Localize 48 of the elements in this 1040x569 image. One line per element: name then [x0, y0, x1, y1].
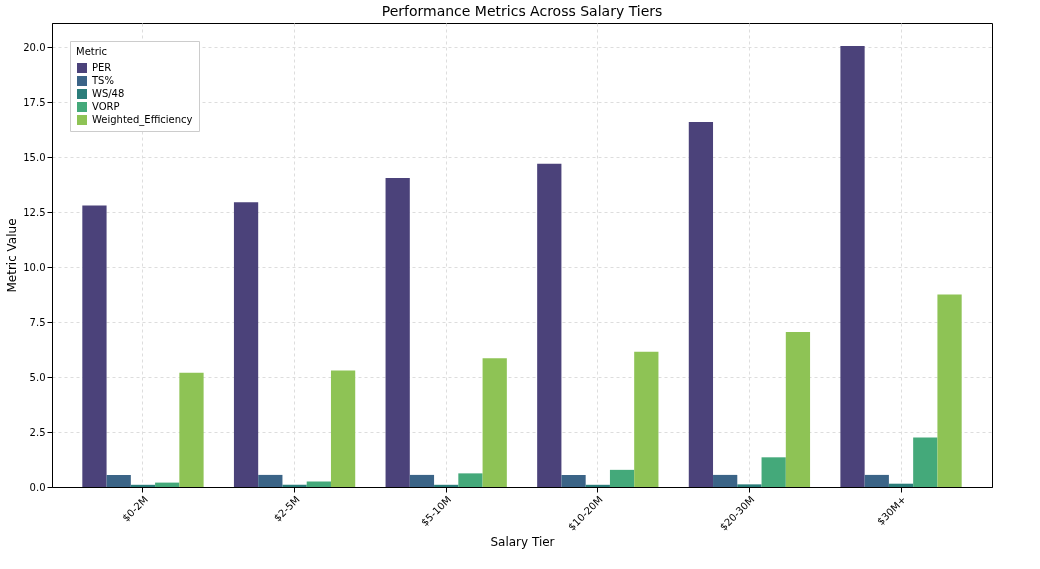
y-tick-label: 20.0	[23, 41, 46, 53]
bar	[385, 178, 410, 487]
y-axis-title: Metric Value	[5, 218, 20, 293]
chart-title: Performance Metrics Across Salary Tiers	[381, 3, 663, 19]
bar	[306, 481, 331, 487]
y-tick-label: 15.0	[23, 151, 46, 163]
bar	[106, 474, 131, 487]
bar	[179, 372, 204, 487]
y-tick-label: 10.0	[23, 261, 46, 273]
bar	[409, 474, 435, 487]
y-tick-label: 5.0	[29, 371, 46, 383]
bar	[688, 121, 714, 487]
legend-label: PER	[92, 62, 112, 73]
bar	[482, 358, 507, 487]
bar	[913, 437, 938, 487]
y-tick-label: 0.0	[29, 481, 46, 493]
bar	[434, 484, 459, 487]
bar	[561, 474, 586, 487]
bar	[82, 205, 107, 487]
y-tick-label: 17.5	[23, 96, 46, 108]
bar	[233, 202, 259, 487]
bar	[888, 483, 914, 487]
bar	[634, 351, 659, 487]
bar	[785, 331, 811, 487]
bar	[130, 484, 156, 487]
bar	[537, 163, 562, 487]
bar	[761, 457, 786, 487]
bar	[282, 484, 307, 487]
bar	[155, 482, 180, 487]
legend-title: Metric	[76, 46, 108, 57]
bar	[713, 474, 738, 487]
y-tick-label: 7.5	[29, 316, 46, 328]
bar	[458, 473, 483, 487]
y-tick-label: 12.5	[23, 206, 46, 218]
legend-label: VORP	[92, 101, 120, 112]
bar	[585, 484, 610, 487]
legend-label: Weighted_Efficiency	[92, 114, 193, 126]
bar	[330, 370, 356, 487]
legend-label: TS%	[91, 75, 114, 86]
bar	[737, 484, 762, 487]
bar	[609, 469, 635, 487]
y-tick-label: 2.5	[29, 426, 46, 438]
bar	[864, 474, 889, 487]
x-axis-title: Salary Tier	[490, 534, 555, 549]
legend-label: WS/48	[92, 88, 125, 99]
bar	[937, 294, 962, 487]
bar	[840, 46, 865, 487]
bar	[258, 474, 283, 487]
